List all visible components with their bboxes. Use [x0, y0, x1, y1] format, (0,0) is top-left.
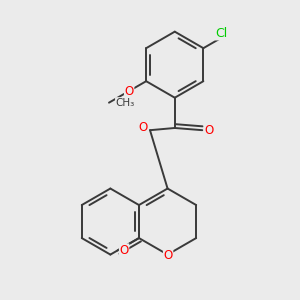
- Text: Cl: Cl: [215, 27, 227, 40]
- Text: CH₃: CH₃: [116, 98, 135, 108]
- Text: O: O: [119, 244, 129, 257]
- Text: O: O: [164, 249, 173, 262]
- Text: O: O: [139, 122, 148, 134]
- Text: O: O: [124, 85, 134, 98]
- Text: O: O: [204, 124, 214, 137]
